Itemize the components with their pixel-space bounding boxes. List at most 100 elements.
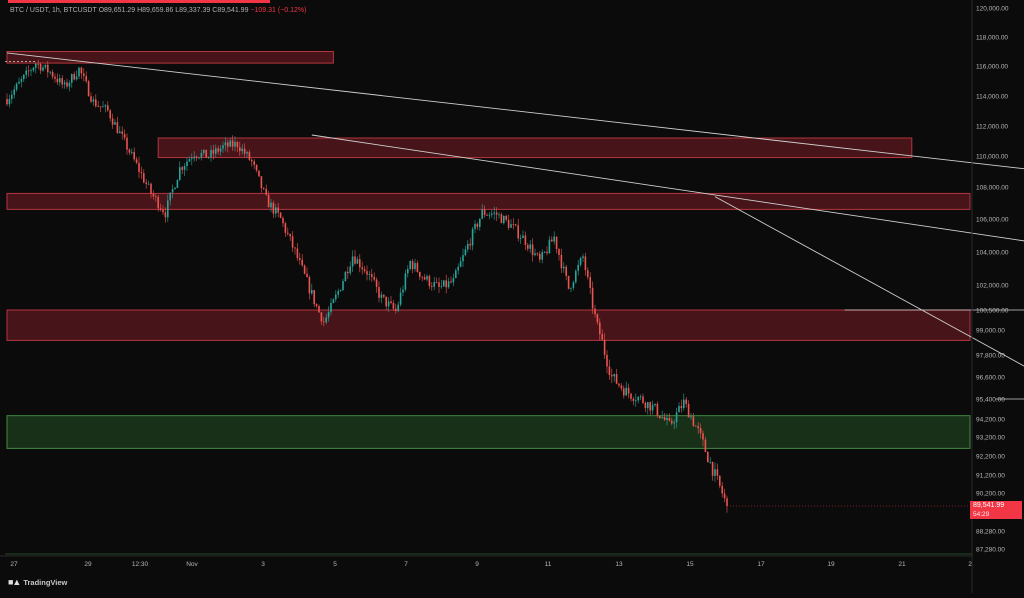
candle-body	[188, 159, 191, 162]
candle-body	[671, 420, 673, 424]
candle-body	[505, 215, 507, 220]
y-tick-label: 116,000.00	[976, 64, 1008, 71]
candle-body	[366, 271, 368, 275]
candle-body	[575, 270, 577, 283]
x-tick-label: 27	[10, 561, 18, 568]
x-tick-label: 19	[827, 561, 835, 568]
candle-body	[373, 276, 375, 280]
candle-body	[330, 302, 332, 313]
y-tick-label: 114,000.00	[976, 94, 1008, 101]
candle-body	[359, 259, 361, 268]
candle-body	[275, 207, 277, 214]
candle-body	[495, 212, 498, 215]
candle-body	[675, 412, 678, 423]
candle-body	[380, 294, 383, 298]
candle-body	[363, 269, 366, 272]
candle-body	[119, 131, 121, 134]
candle-body	[236, 142, 239, 148]
y-tick-label: 112,000.00	[976, 124, 1008, 131]
candle-body	[481, 209, 483, 219]
candle-body	[20, 79, 23, 82]
candle-body	[498, 214, 500, 216]
tradingview-branding[interactable]: ■▲ TradingView	[8, 577, 67, 587]
candle-body	[563, 266, 565, 269]
candle-body	[661, 417, 663, 419]
candle-body	[433, 282, 435, 287]
x-tick-label: 15	[686, 561, 694, 568]
candle-body	[277, 207, 279, 213]
candle-body	[699, 428, 702, 434]
candle-body	[507, 219, 510, 228]
candle-body	[287, 232, 289, 235]
candle-body	[296, 248, 299, 259]
candle-body	[258, 170, 260, 177]
candle-body	[59, 78, 61, 83]
y-tick-label: 120,000.00	[976, 6, 1009, 13]
y-tick-label: 93,200.00	[976, 435, 1005, 442]
candle-body	[654, 403, 656, 406]
supply-zone-2	[6, 192, 971, 210]
candle-body	[107, 105, 109, 111]
candle-body	[267, 194, 270, 208]
candle-body	[282, 217, 284, 224]
candle-body	[371, 274, 373, 277]
candle-body	[61, 78, 63, 85]
candle-body	[18, 81, 20, 84]
candle-body	[203, 149, 205, 153]
candle-body	[707, 451, 709, 463]
candle-body	[181, 167, 183, 170]
candle-body	[385, 296, 387, 307]
x-tick-label: 7	[404, 561, 408, 568]
candle-body	[195, 156, 198, 158]
candle-body	[486, 215, 488, 216]
candle-body	[702, 433, 704, 440]
candle-body	[159, 208, 162, 210]
candle-body	[411, 261, 414, 270]
candle-body	[198, 157, 200, 159]
candle-body	[68, 82, 71, 87]
candle-body	[349, 266, 351, 274]
change-value: −109.31 (−0.12%)	[250, 7, 307, 14]
candle-body	[128, 149, 131, 153]
last-price-label: 89,541.99	[973, 502, 1005, 509]
candle-body	[97, 106, 99, 108]
x-tick-label: 17	[757, 561, 765, 568]
candle-body	[255, 164, 258, 171]
candle-body	[95, 99, 97, 107]
candle-body	[162, 209, 164, 213]
candle-body	[325, 317, 327, 323]
x-tick-label: 12:30	[132, 561, 149, 568]
candle-body	[227, 142, 229, 147]
candle-body	[431, 286, 433, 287]
candle-body	[723, 493, 726, 499]
candle-body	[711, 461, 714, 476]
candle-body	[601, 333, 603, 340]
candle-body	[536, 253, 539, 255]
candle-body	[260, 176, 263, 189]
candle-body	[49, 71, 51, 73]
candle-body	[500, 214, 503, 224]
supply-zone-0	[6, 51, 334, 64]
candle-body	[464, 249, 467, 256]
candle-body	[625, 387, 627, 396]
candle-body	[155, 196, 157, 198]
candle-body	[85, 75, 87, 82]
x-tick-label: 13	[615, 561, 623, 568]
candle-body	[697, 426, 699, 429]
candle-body	[231, 140, 234, 147]
candle-body	[515, 224, 517, 226]
candle-body	[383, 294, 385, 297]
trendline-1	[311, 134, 1024, 242]
candle-body	[229, 140, 231, 147]
candle-body	[491, 213, 493, 215]
candle-body	[44, 64, 47, 68]
candle-body	[176, 179, 179, 188]
y-tick-label: 106,000.00	[976, 217, 1009, 224]
y-tick-label: 94,200.00	[976, 417, 1005, 424]
candle-body	[637, 397, 639, 401]
candle-body	[157, 196, 159, 209]
symbol-header: BTC / USDT, 1h, BTCUSDT O89,651.29 H89,6…	[10, 7, 306, 14]
x-tick-label: 29	[84, 561, 92, 568]
